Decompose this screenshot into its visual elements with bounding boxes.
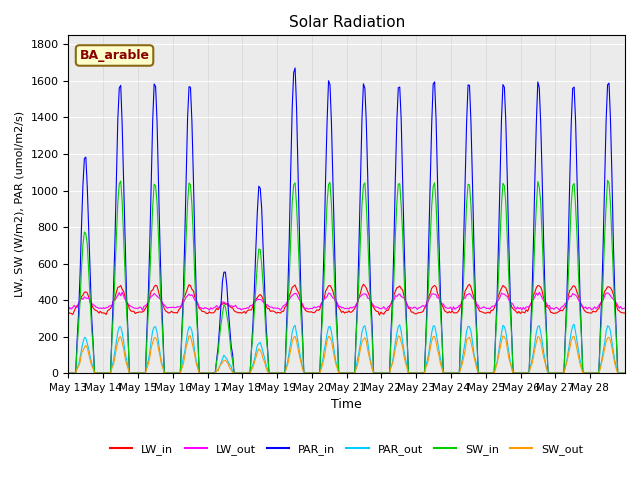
Line: PAR_in: PAR_in [68,68,625,373]
PAR_out [65,370,72,376]
LW_in [360,281,367,287]
SW_in [544,370,552,376]
LW_out [545,303,553,309]
SW_in [604,177,611,183]
SW_in [65,370,72,376]
PAR_in [545,370,553,376]
Line: SW_in: SW_in [68,180,625,373]
PAR_in [463,120,470,126]
SW_in [621,370,629,376]
Line: LW_in: LW_in [68,284,625,315]
SW_out [65,370,72,376]
LW_in [65,310,72,315]
SW_in [101,370,109,376]
Line: LW_out: LW_out [68,292,625,311]
PAR_in [101,370,109,376]
PAR_out [461,339,469,345]
SW_out [545,370,553,376]
LW_in [621,310,629,316]
PAR_in [621,370,629,376]
SW_out [351,370,358,376]
LW_in [83,290,91,296]
SW_out [83,345,91,350]
LW_out [621,305,629,311]
LW_out [463,292,470,298]
LW_out [101,306,109,312]
PAR_out [83,341,91,347]
PAR_in [618,370,626,376]
PAR_out [621,370,629,376]
PAR_out [101,370,109,376]
SW_in [461,235,469,241]
SW_out [463,337,470,343]
SW_in [618,370,626,376]
PAR_out [544,370,552,376]
LW_out [65,307,72,313]
PAR_in [65,370,72,376]
SW_out [621,370,629,376]
LW_out [352,304,360,310]
LW_out [118,289,126,295]
LW_out [556,308,563,313]
SW_out [394,333,402,339]
LW_out [83,296,91,301]
LW_out [620,306,627,312]
PAR_in [352,330,360,336]
PAR_in [291,65,299,71]
Text: BA_arable: BA_arable [79,49,150,62]
LW_in [547,310,555,315]
Legend: LW_in, LW_out, PAR_in, PAR_out, SW_in, SW_out: LW_in, LW_out, PAR_in, PAR_out, SW_in, S… [106,440,588,459]
SW_out [101,370,109,376]
LW_in [376,312,383,318]
LW_in [351,306,358,312]
Line: PAR_out: PAR_out [68,324,625,373]
LW_in [620,310,627,316]
Line: SW_out: SW_out [68,336,625,373]
X-axis label: Time: Time [332,398,362,411]
PAR_out [570,321,578,327]
SW_in [351,370,358,376]
PAR_in [83,185,91,191]
SW_out [618,370,626,376]
Title: Solar Radiation: Solar Radiation [289,15,405,30]
PAR_out [351,370,358,376]
Y-axis label: LW, SW (W/m2), PAR (umol/m2/s): LW, SW (W/m2), PAR (umol/m2/s) [15,111,25,297]
SW_in [83,241,91,247]
PAR_out [618,370,626,376]
LW_in [101,311,109,316]
LW_in [464,283,472,288]
